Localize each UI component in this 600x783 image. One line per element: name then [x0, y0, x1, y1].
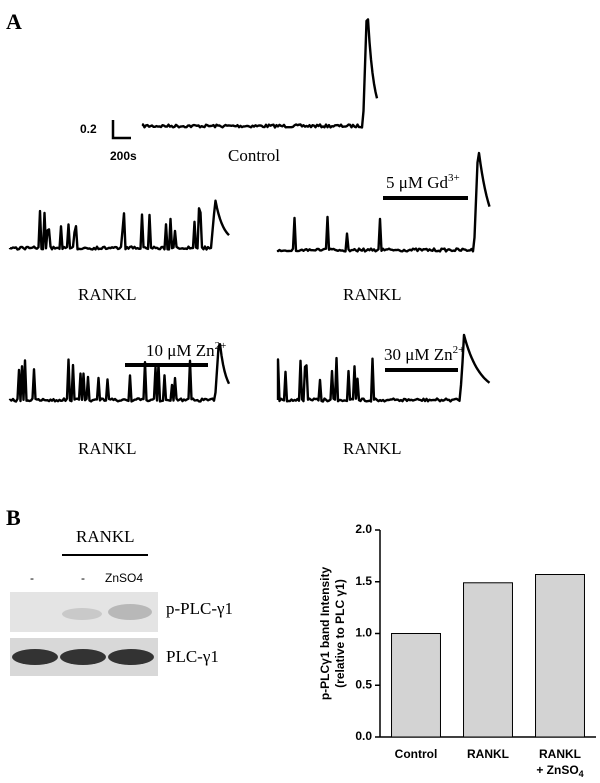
blot-row-label: p-PLC-γ1	[166, 599, 233, 618]
treatment-label: 10 μM Zn2+	[146, 340, 226, 360]
scale-bar	[111, 120, 131, 140]
bar-chart: 0.0 0.5 1.0 1.5 2.0 p-PLCγ1 band Intensity (re…	[318, 522, 596, 779]
treatment-label: 5 μM Gd3+	[386, 172, 460, 192]
bar	[391, 633, 441, 738]
trace-label: Control	[228, 146, 280, 165]
blot-band	[62, 608, 102, 620]
blot-group-label: RANKL	[76, 527, 135, 546]
y-tick-label: 2.0	[355, 522, 372, 536]
x-tick-label: + ZnSO4	[536, 763, 583, 779]
blot-band	[60, 649, 106, 665]
trace	[8, 343, 231, 403]
blot-band	[108, 604, 152, 620]
blot-row-label: PLC-γ1	[166, 647, 219, 666]
treatment-label: 30 μM Zn2+	[384, 344, 464, 364]
y-axis-label: p-PLCγ1 band Intensity	[318, 567, 332, 701]
panel-label: A	[6, 9, 22, 34]
trace-label: RANKL	[78, 439, 137, 458]
scale-time: 200s	[110, 149, 137, 163]
label-part: + ZnSO	[536, 763, 578, 777]
lane-label: -	[81, 571, 85, 585]
y-tick-label: 0.0	[355, 729, 372, 743]
x-tick-label: RANKL	[467, 747, 509, 761]
lane-label: -	[30, 571, 34, 585]
y-tick-label: 1.5	[355, 574, 372, 588]
bar	[463, 582, 513, 738]
scale-amplitude: 0.2	[80, 122, 97, 136]
label-subscript: 4	[579, 769, 584, 779]
y-tick-label: 1.0	[355, 626, 372, 640]
bar	[535, 574, 585, 738]
trace	[8, 199, 230, 251]
x-tick-label: RANKL	[539, 747, 581, 761]
trace	[141, 18, 379, 129]
x-tick-label: Control	[395, 747, 438, 761]
trace-label: RANKL	[343, 439, 402, 458]
y-axis-label: (relative to PLC γ1)	[333, 579, 347, 688]
panel-label: B	[6, 505, 21, 530]
trace-label: RANKL	[78, 285, 137, 304]
trace	[276, 151, 491, 253]
trace	[276, 333, 491, 403]
lane-label: ZnSO4	[105, 571, 143, 585]
trace-label: RANKL	[343, 285, 402, 304]
blot-band	[12, 649, 58, 665]
y-tick-label: 0.5	[355, 677, 372, 691]
blot-band	[108, 649, 154, 665]
